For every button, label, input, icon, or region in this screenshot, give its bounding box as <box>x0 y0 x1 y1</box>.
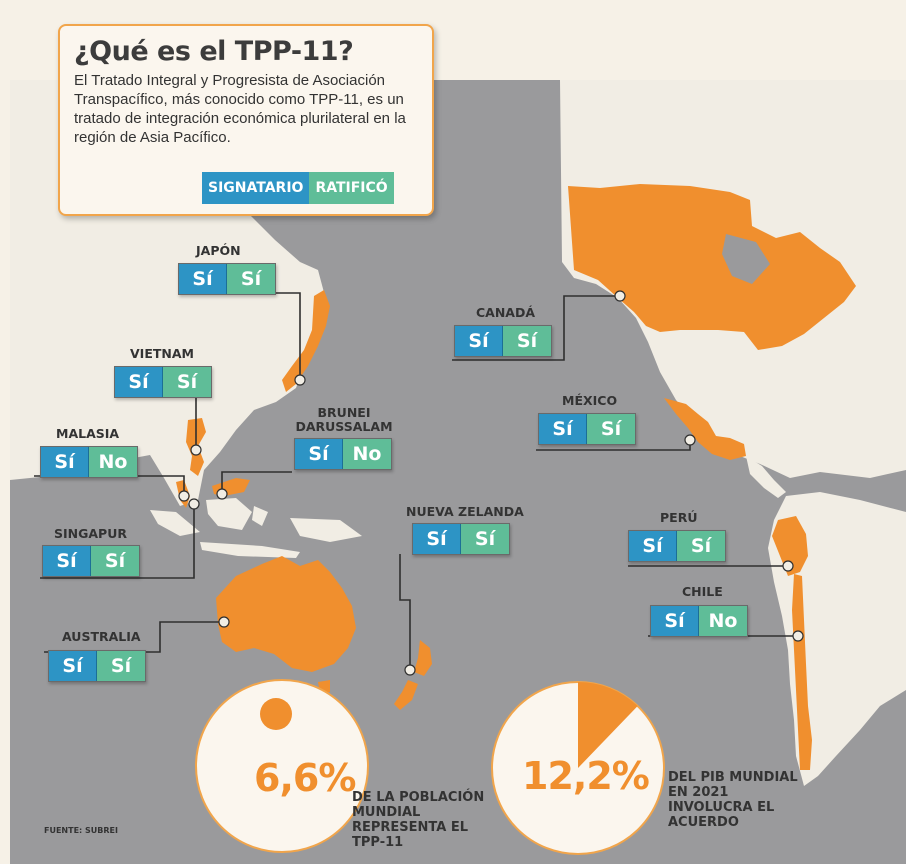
japan <box>282 290 330 392</box>
legend-ratifico: RATIFICÓ <box>309 172 394 204</box>
chile <box>792 574 812 770</box>
indonesia <box>150 498 362 558</box>
signatario-badge: Sí <box>115 367 163 397</box>
signatario-badge: Sí <box>49 651 97 681</box>
ratifico-badge: No <box>343 439 391 469</box>
ratifico-badge: No <box>699 606 747 636</box>
status-badges: Sí No <box>294 438 392 470</box>
country-name: MÉXICO <box>562 393 618 408</box>
ratifico-badge: Sí <box>503 326 551 356</box>
country-name: SINGAPUR <box>54 526 127 541</box>
china-coast <box>236 352 270 398</box>
signatario-badge: Sí <box>455 326 503 356</box>
country-name: CHILE <box>682 584 723 599</box>
australia <box>216 556 356 672</box>
signatario-badge: Sí <box>539 414 587 444</box>
country-name: CANADÁ <box>476 305 536 320</box>
central-america <box>746 456 786 498</box>
status-badges: Sí No <box>40 446 138 478</box>
ratifico-badge: Sí <box>163 367 211 397</box>
country-name: BRUNEI DARUSSALAM <box>295 405 393 434</box>
legend: SIGNATARIO RATIFICÓ <box>202 172 394 204</box>
ratifico-badge: Sí <box>587 414 635 444</box>
mexico <box>664 398 746 460</box>
gdp-text: DEL PIB MUNDIAL EN 2021 INVOLUCRA EL ACU… <box>668 770 798 830</box>
signatario-badge: Sí <box>651 606 699 636</box>
gdp-value: 12,2% <box>522 754 650 798</box>
status-badges: Sí No <box>650 605 748 637</box>
ratifico-badge: Sí <box>227 264 275 294</box>
country-name: JAPÓN <box>196 243 241 258</box>
status-badges: Sí Sí <box>48 650 146 682</box>
population-share-dot <box>260 698 292 730</box>
status-badges: Sí Sí <box>538 413 636 445</box>
ratifico-badge: Sí <box>91 546 139 576</box>
signatario-badge: Sí <box>41 447 89 477</box>
country-name: NUEVA ZELANDA <box>406 504 524 519</box>
signatario-badge: Sí <box>629 531 677 561</box>
locator-dots <box>178 290 804 676</box>
ratifico-badge: Sí <box>461 524 509 554</box>
country-name: PERÚ <box>660 510 698 525</box>
status-badges: Sí Sí <box>114 366 212 398</box>
signatario-badge: Sí <box>43 546 91 576</box>
ratifico-badge: No <box>89 447 137 477</box>
legend-signatario: SIGNATARIO <box>202 172 310 204</box>
ratifico-badge: Sí <box>677 531 725 561</box>
info-box: ¿Qué es el TPP-11? El Tratado Integral y… <box>58 24 434 216</box>
source-note: FUENTE: SUBREI <box>44 826 118 835</box>
status-badges: Sí Sí <box>412 523 510 555</box>
population-circle <box>195 679 369 853</box>
status-badges: Sí Sí <box>628 530 726 562</box>
page-title: ¿Qué es el TPP-11? <box>74 36 354 67</box>
signatario-badge: Sí <box>179 264 227 294</box>
description: El Tratado Integral y Progresista de Aso… <box>74 72 406 146</box>
signatario-badge: Sí <box>413 524 461 554</box>
status-badges: Sí Sí <box>178 263 276 295</box>
peru <box>772 516 808 576</box>
canada <box>568 184 856 350</box>
population-value: 6,6% <box>254 756 356 800</box>
ratifico-badge: Sí <box>97 651 145 681</box>
status-badges: Sí Sí <box>454 325 552 357</box>
country-name: MALASIA <box>56 426 120 441</box>
country-name: AUSTRALIA <box>62 629 141 644</box>
population-text: DE LA POBLACIÓN MUNDIAL REPRESENTA EL TP… <box>352 790 485 850</box>
hudson-bay <box>722 234 770 284</box>
country-name: VIETNAM <box>130 346 194 361</box>
status-badges: Sí Sí <box>42 545 140 577</box>
new-zealand <box>394 640 432 710</box>
gdp-share-slice <box>578 682 638 768</box>
signatario-badge: Sí <box>295 439 343 469</box>
